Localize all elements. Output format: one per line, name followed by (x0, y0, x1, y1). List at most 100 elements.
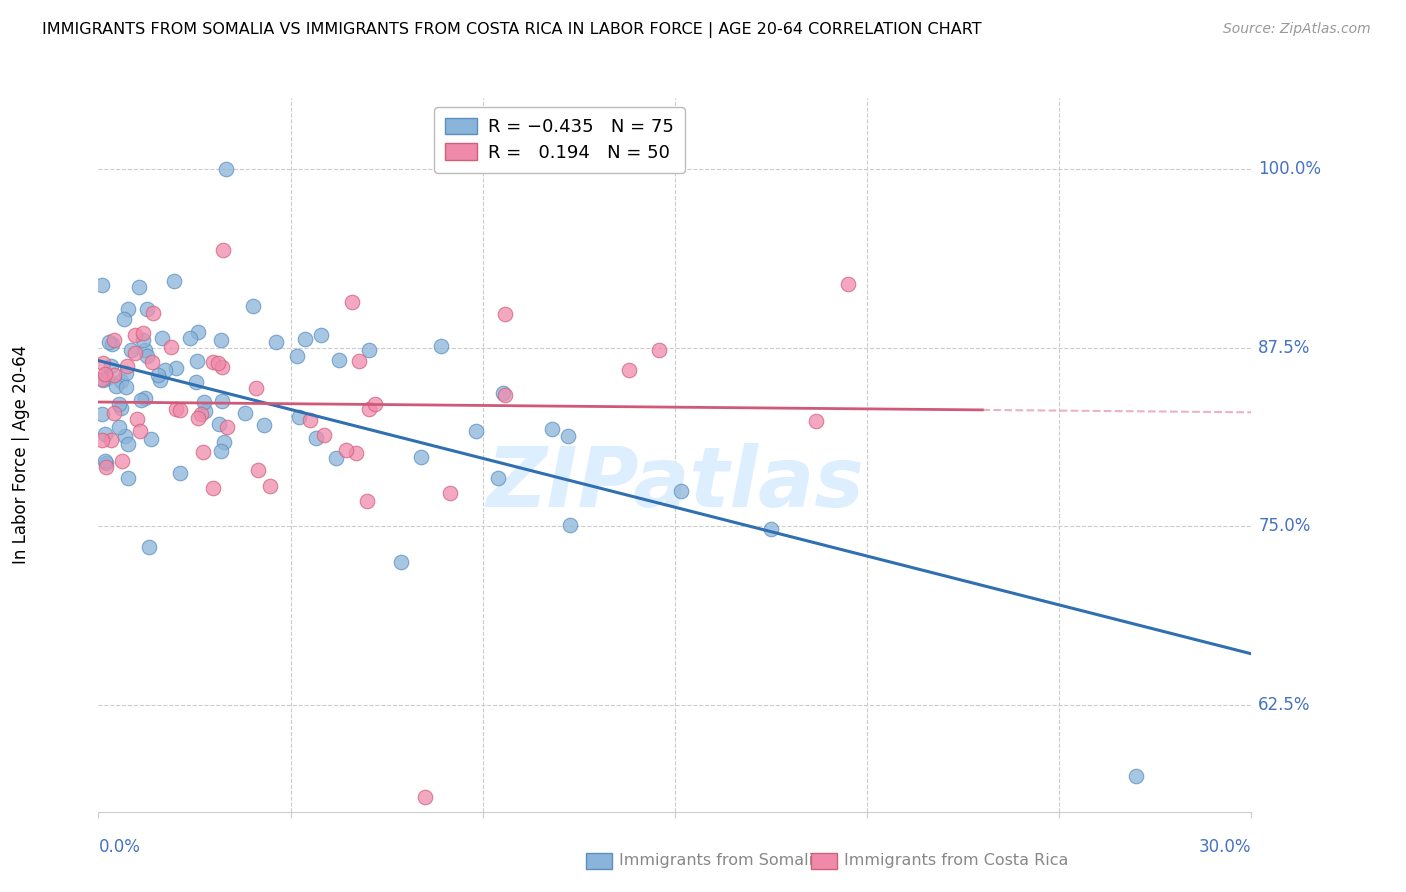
Point (94, 367, 117, 381)
Point (364, 397, 387, 411)
Point (259, 478, 281, 492)
Point (287, 349, 309, 363)
Point (357, 402, 380, 417)
Point (207, 356, 229, 370)
Point (186, 354, 208, 368)
Text: IMMIGRANTS FROM SOMALIA VS IMMIGRANTS FROM COSTA RICA IN LABOR FORCE | AGE 20-64: IMMIGRANTS FROM SOMALIA VS IMMIGRANTS FR… (42, 22, 981, 38)
Text: Immigrants from Costa Rica: Immigrants from Costa Rica (844, 854, 1069, 868)
Text: Source: ZipAtlas.com: Source: ZipAtlas.com (1223, 22, 1371, 37)
Point (117, 437, 139, 451)
Point (138, 540, 160, 554)
Point (193, 445, 215, 459)
Point (245, 381, 267, 395)
Point (146, 368, 169, 382)
Text: 62.5%: 62.5% (1258, 696, 1310, 714)
Point (193, 395, 215, 409)
Point (389, 555, 412, 569)
Point (557, 429, 579, 443)
Point (149, 372, 172, 386)
Point (264, 335, 287, 350)
Point (134, 392, 156, 406)
Point (211, 393, 233, 408)
Text: 87.5%: 87.5% (1258, 339, 1310, 357)
Point (141, 432, 163, 446)
Point (179, 331, 201, 345)
Point (209, 333, 232, 347)
Text: Immigrants from Somalia: Immigrants from Somalia (619, 854, 823, 868)
Point (94, 459, 117, 474)
Point (212, 434, 235, 449)
Point (115, 380, 138, 394)
Point (411, 450, 433, 465)
Point (190, 407, 212, 421)
Point (246, 463, 269, 477)
Point (201, 481, 224, 495)
Point (114, 366, 136, 380)
Point (165, 402, 187, 417)
Point (117, 471, 139, 485)
Point (309, 328, 332, 343)
Point (215, 161, 238, 176)
Point (486, 471, 509, 485)
Point (357, 343, 380, 357)
Point (97, 334, 120, 349)
Point (209, 443, 232, 458)
Legend: R = −0.435   N = 75, R =   0.194   N = 50: R = −0.435 N = 75, R = 0.194 N = 50 (434, 107, 685, 172)
Point (114, 429, 136, 443)
Point (305, 431, 328, 445)
Point (115, 359, 138, 374)
Point (132, 334, 155, 348)
Point (201, 355, 224, 369)
Point (335, 443, 357, 458)
Point (96, 456, 118, 470)
Point (806, 414, 828, 428)
Point (93, 426, 115, 441)
Point (464, 424, 486, 438)
Point (413, 790, 436, 805)
Point (211, 243, 233, 257)
Point (108, 397, 131, 411)
Point (94, 454, 117, 468)
Point (837, 277, 859, 291)
Point (101, 337, 124, 351)
Point (430, 339, 453, 353)
Point (242, 299, 264, 313)
Text: 0.0%: 0.0% (98, 838, 141, 856)
Point (129, 392, 152, 407)
Point (111, 454, 134, 468)
Point (347, 354, 370, 368)
Point (211, 359, 233, 374)
Point (112, 311, 135, 326)
Point (134, 343, 156, 357)
Point (288, 410, 311, 425)
Point (169, 466, 191, 480)
Point (160, 340, 183, 354)
Point (91, 372, 114, 386)
Point (648, 343, 671, 357)
Point (208, 417, 231, 431)
Point (163, 274, 186, 288)
Point (169, 403, 191, 417)
Point (132, 326, 155, 340)
Point (110, 401, 132, 415)
Point (558, 518, 581, 533)
Text: 75.0%: 75.0% (1258, 517, 1310, 535)
Text: 100.0%: 100.0% (1258, 161, 1322, 178)
Point (187, 325, 209, 339)
Point (328, 353, 350, 368)
Point (187, 410, 209, 425)
Point (91, 278, 114, 293)
Point (136, 301, 159, 316)
Point (617, 363, 640, 377)
Point (128, 280, 150, 294)
Point (103, 368, 125, 383)
Point (253, 418, 276, 433)
Point (136, 349, 159, 363)
Point (117, 302, 139, 317)
Point (540, 422, 562, 436)
Text: In Labor Force | Age 20-64: In Labor Force | Age 20-64 (13, 345, 30, 565)
Point (107, 419, 129, 434)
Point (125, 412, 148, 426)
Point (298, 413, 321, 427)
Point (142, 306, 165, 320)
